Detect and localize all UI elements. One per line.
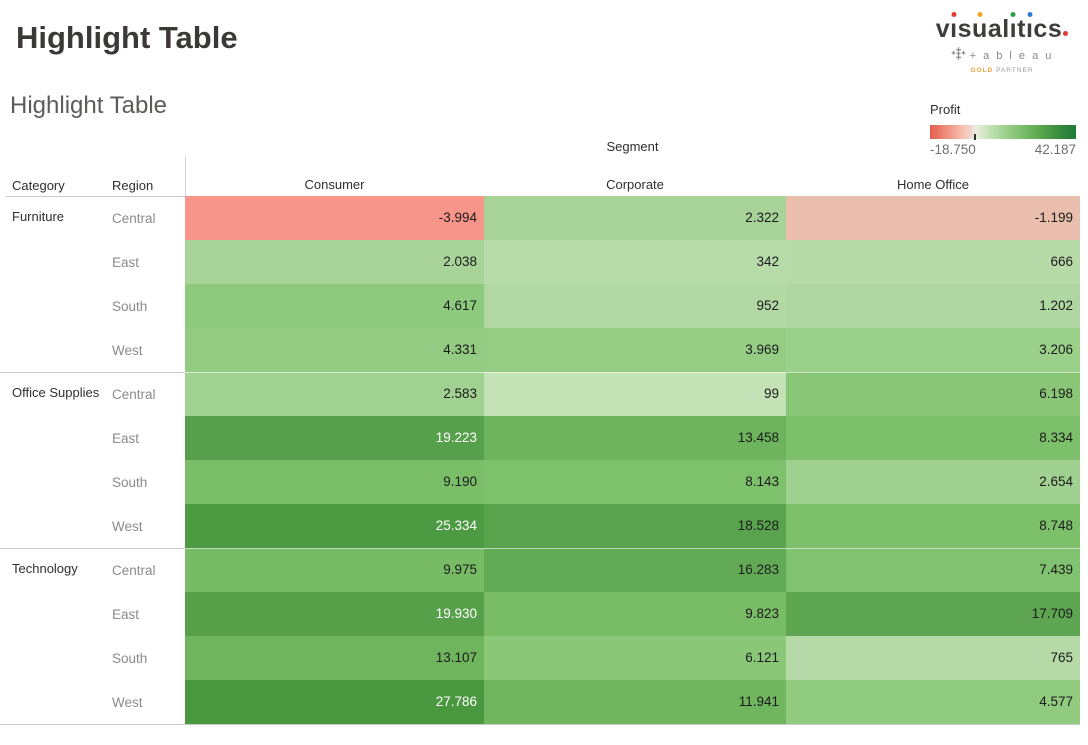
region-row-label[interactable]: West: [112, 342, 143, 358]
heatmap-cell[interactable]: 1.202: [786, 284, 1080, 328]
heatmap-cell[interactable]: 13.458: [484, 416, 786, 460]
heatmap-cell[interactable]: 25.334: [185, 504, 484, 548]
brand-letter: t: [1017, 15, 1026, 43]
header-underline: [6, 196, 185, 197]
category-row-label[interactable]: Office Supplies: [12, 385, 100, 400]
tableau-wordmark: + a b l e a u: [969, 49, 1054, 62]
brand-letter-dot: [977, 12, 983, 17]
heatmap-cell[interactable]: 8.143: [484, 460, 786, 504]
tableau-partner-row: + a b l e a u: [922, 46, 1082, 66]
heatmap-cell[interactable]: 17.709: [786, 592, 1080, 636]
brand-letter: ı: [950, 12, 957, 44]
category-row-label[interactable]: Furniture: [12, 209, 65, 224]
heatmap-cell[interactable]: 2.322: [484, 196, 786, 240]
heatmap-cell[interactable]: 952: [484, 284, 786, 328]
heatmap-cell[interactable]: 19.223: [185, 416, 484, 460]
brand-letter: s: [1047, 15, 1063, 43]
category-group-divider-cells: [185, 372, 1080, 373]
category-row-label[interactable]: Technology: [12, 561, 78, 576]
segment-header-consumer[interactable]: Consumer: [304, 177, 365, 192]
region-row-label[interactable]: South: [112, 298, 148, 314]
region-row-label[interactable]: East: [112, 430, 140, 446]
region-row-label[interactable]: South: [112, 650, 148, 666]
brand-letter-dot: [951, 12, 957, 17]
heatmap-cell[interactable]: 9.190: [185, 460, 484, 504]
legend-max-label: 42.187: [1034, 142, 1076, 157]
brand-period-dot: [1063, 31, 1069, 36]
heatmap-cell[interactable]: 16.283: [484, 548, 786, 592]
category-group-divider: [0, 548, 185, 549]
region-row-label[interactable]: Central: [112, 386, 156, 402]
heatmap-cell[interactable]: 13.107: [185, 636, 484, 680]
heatmap-cell[interactable]: 4.577: [786, 680, 1080, 724]
region-row-label[interactable]: Central: [112, 210, 156, 226]
heatmap-cell[interactable]: 19.930: [185, 592, 484, 636]
brand-letter: a: [987, 15, 1003, 43]
category-group-divider-cells: [185, 548, 1080, 549]
region-column-header[interactable]: Region: [112, 178, 154, 193]
region-row-label[interactable]: West: [112, 694, 143, 710]
heatmap-cell[interactable]: 27.786: [185, 680, 484, 724]
heatmap-cell[interactable]: 99: [484, 372, 786, 416]
partner-badge: GOLD PARTNER: [922, 67, 1082, 74]
heatmap-cell[interactable]: 18.528: [484, 504, 786, 548]
brand-letter-dot: [1010, 12, 1016, 17]
badge-partner-label: PARTNER: [996, 66, 1034, 74]
legend-title: Profit: [930, 102, 961, 117]
heatmap-cell[interactable]: 6.121: [484, 636, 786, 680]
region-row-label[interactable]: East: [112, 254, 140, 270]
category-column-header[interactable]: Category: [12, 178, 65, 193]
region-row-label[interactable]: West: [112, 518, 143, 534]
brand-letter: v: [935, 15, 951, 43]
tableau-mark-icon: [951, 46, 966, 66]
segment-dimension-header: Segment: [606, 139, 659, 154]
heatmap-cell[interactable]: 9.975: [185, 548, 484, 592]
legend-min-label: -18.750: [930, 142, 976, 157]
color-legend: Profit -18.750 42.187: [930, 102, 1076, 157]
page-title: Highlight Table: [16, 20, 238, 55]
region-row-label[interactable]: Central: [112, 562, 156, 578]
brand-letter: l: [1002, 15, 1010, 43]
brand-letter: c: [1033, 15, 1048, 43]
heatmap-cell[interactable]: 4.331: [185, 328, 484, 372]
heatmap-cell[interactable]: 9.823: [484, 592, 786, 636]
category-group-divider: [0, 372, 185, 373]
heatmap-cell[interactable]: 3.206: [786, 328, 1080, 372]
heatmap-cell[interactable]: 11.941: [484, 680, 786, 724]
visualitics-logo: vı su alı tı cs + a b l e a u GOLD PARTNER: [922, 12, 1082, 74]
heatmap-cell[interactable]: 2.654: [786, 460, 1080, 504]
heatmap-cell[interactable]: 4.617: [185, 284, 484, 328]
legend-zero-tick: [973, 134, 976, 140]
region-row-label[interactable]: East: [112, 606, 140, 622]
badge-gold-label: GOLD: [970, 66, 994, 74]
brand-letter-dot: [1027, 12, 1033, 17]
heatmap-cell[interactable]: 3.969: [484, 328, 786, 372]
brand-letter: ı: [1010, 12, 1017, 44]
brand-letter: u: [972, 12, 988, 44]
segment-header-home-office[interactable]: Home Office: [896, 177, 969, 192]
heatmap-cell[interactable]: -1.199: [786, 196, 1080, 240]
heatmap-cell[interactable]: 666: [786, 240, 1080, 284]
heatmap-cell[interactable]: 8.334: [786, 416, 1080, 460]
heatmap-cell[interactable]: -3.994: [185, 196, 484, 240]
region-row-label[interactable]: South: [112, 474, 148, 490]
heatmap-cell[interactable]: 6.198: [786, 372, 1080, 416]
heatmap-cell[interactable]: 765: [786, 636, 1080, 680]
segment-column-headers: Consumer Corporate Home Office: [185, 177, 1080, 196]
heatmap-cell[interactable]: 342: [484, 240, 786, 284]
brand-letter: s: [957, 15, 973, 43]
segment-header-corporate[interactable]: Corporate: [606, 177, 664, 192]
legend-gradient-bar[interactable]: [930, 125, 1076, 140]
heatmap-cell[interactable]: 8.748: [786, 504, 1080, 548]
heatmap-cell[interactable]: 2.038: [185, 240, 484, 284]
table-bottom-border: [0, 724, 1080, 725]
heatmap-cell[interactable]: 7.439: [786, 548, 1080, 592]
brand-letter: ı: [1026, 12, 1033, 44]
heatmap-cell[interactable]: 2.583: [185, 372, 484, 416]
visualitics-wordmark: vı su alı tı cs: [922, 12, 1082, 44]
sheet-title: Highlight Table: [10, 92, 167, 119]
